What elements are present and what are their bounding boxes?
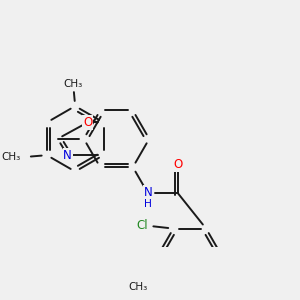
Text: N: N xyxy=(143,186,152,199)
Text: CH₃: CH₃ xyxy=(2,152,21,162)
Text: Cl: Cl xyxy=(137,219,148,232)
Text: O: O xyxy=(83,116,92,129)
Text: O: O xyxy=(173,158,182,171)
Text: H: H xyxy=(144,199,152,209)
Text: CH₃: CH₃ xyxy=(64,79,83,89)
Text: N: N xyxy=(63,149,72,162)
Text: CH₃: CH₃ xyxy=(128,282,147,292)
